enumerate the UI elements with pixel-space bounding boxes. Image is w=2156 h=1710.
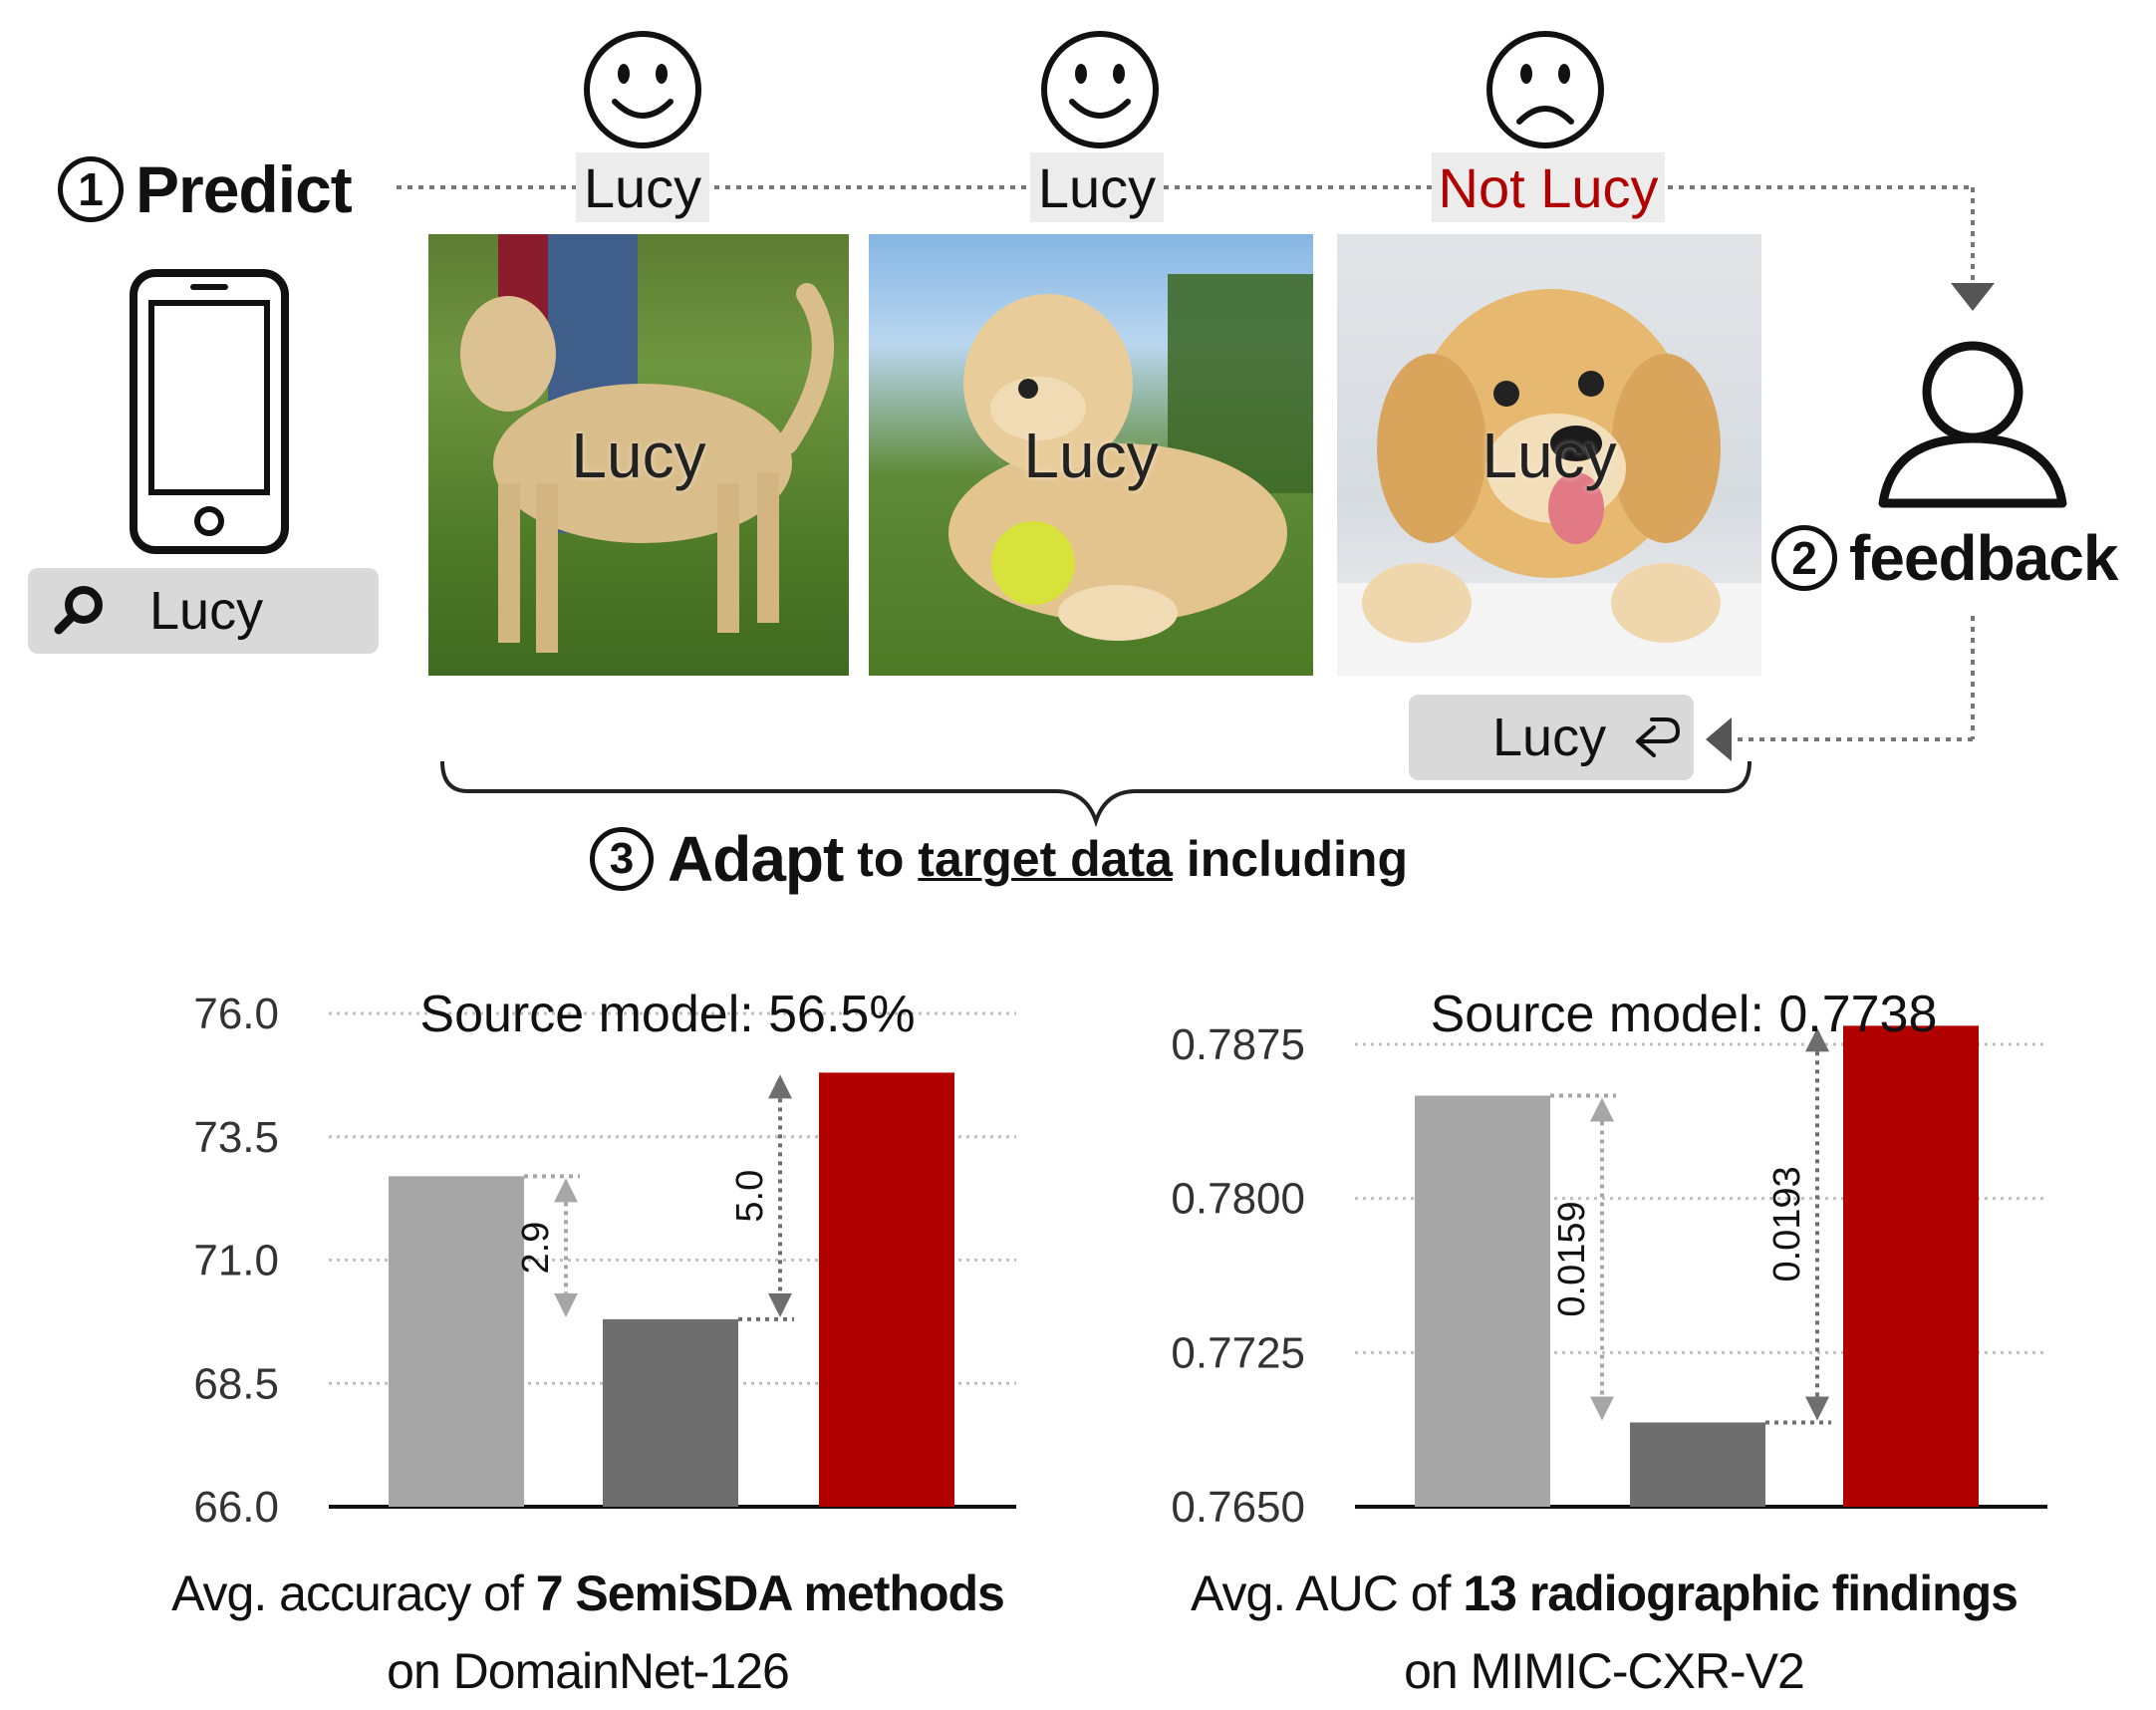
y-tick-label: 0.7875: [1171, 1020, 1305, 1069]
arrow-head: [554, 1178, 578, 1203]
corrected-label: Lucy: [1492, 708, 1607, 767]
annotation-label: 5.0: [729, 1170, 771, 1223]
prediction-tag-1: Lucy: [576, 152, 709, 222]
arrow-head: [1805, 1396, 1829, 1421]
photo-label: Lucy: [1482, 419, 1617, 491]
step-predict-label: Predict: [135, 152, 353, 226]
search-query: Lucy: [149, 581, 264, 641]
bar: [1843, 1025, 1979, 1507]
step-adapt-label: Adapt: [668, 823, 844, 895]
caption-line2: on MIMIC-CXR-V2: [1404, 1643, 1805, 1699]
user-icon: [1878, 341, 2067, 508]
annotation-label: 2.9: [515, 1222, 557, 1275]
step-number-3: 3: [590, 827, 654, 891]
caption-line2: on DomainNet-126: [387, 1643, 790, 1699]
frown-icon: [1486, 31, 1604, 148]
chart-caption-2: Avg. AUC of 13 radiographic findings on …: [1136, 1555, 2072, 1710]
step-feedback-label: feedback: [1849, 522, 2118, 594]
arrow-head: [554, 1292, 578, 1317]
smile-icon: [1041, 31, 1159, 148]
arrow-head: [1590, 1097, 1614, 1122]
chart-title: Source model: 56.5%: [419, 986, 915, 1043]
arrow-head: [768, 1292, 792, 1317]
curly-brace: [440, 760, 1752, 827]
arrow-head: [1590, 1396, 1614, 1421]
annotation-label: 0.0193: [1766, 1166, 1808, 1282]
prediction-label: Lucy: [1037, 155, 1157, 219]
y-tick-label: 73.5: [193, 1113, 279, 1162]
prediction-tag-2: Lucy: [1030, 152, 1164, 222]
prediction-label: Lucy: [583, 155, 702, 219]
bar: [603, 1318, 738, 1507]
dog-photo-3: Lucy: [1337, 234, 1761, 676]
bar: [819, 1072, 954, 1507]
y-tick-label: 0.7725: [1171, 1328, 1305, 1377]
corrected-label-input[interactable]: Lucy: [1409, 695, 1694, 780]
step-predict: 1 Predict: [58, 149, 353, 229]
step-adapt-text-link: target data: [918, 831, 1173, 887]
y-tick-label: 0.7800: [1171, 1175, 1305, 1224]
photo-label: Lucy: [571, 419, 706, 491]
prediction-tag-3: Not Lucy: [1432, 152, 1665, 222]
search-bar[interactable]: Lucy: [28, 568, 379, 654]
y-tick-label: 68.5: [193, 1359, 279, 1408]
bar: [389, 1176, 524, 1507]
caption-pre: Avg. AUC of: [1191, 1566, 1464, 1621]
y-tick-label: 76.0: [193, 990, 279, 1038]
y-tick-label: 71.0: [193, 1237, 279, 1285]
bar: [1415, 1095, 1550, 1507]
search-icon: [54, 586, 103, 635]
y-tick-label: 66.0: [193, 1483, 279, 1530]
caption-pre: Avg. accuracy of: [171, 1566, 536, 1621]
step-adapt-text-pre: to: [843, 831, 919, 887]
arrow-head: [768, 1074, 792, 1099]
accuracy-chart: 76.0 73.5 71.0 68.5 66.0 2.9 5.0 Source model: …: [193, 986, 1016, 1530]
caption-bold: 7 SemiSDA methods: [535, 1566, 1005, 1621]
bar: [1630, 1422, 1765, 1507]
y-tick-label: 0.7650: [1171, 1483, 1305, 1530]
step-number-2: 2: [1771, 525, 1837, 591]
photo-label: Lucy: [1023, 419, 1159, 491]
phone-icon: [130, 269, 289, 554]
dog-photo-1: Lucy: [428, 234, 849, 676]
chart-caption-1: Avg. accuracy of 7 SemiSDA methods on Do…: [120, 1555, 1056, 1710]
annotation-label: 0.0159: [1551, 1201, 1593, 1316]
arrow-head: [1805, 1027, 1829, 1052]
auc-chart: 0.7875 0.7800 0.7725 0.7650 0.0159 0.0193 Sour…: [1171, 986, 2047, 1530]
caption-bold: 13 radiographic findings: [1463, 1566, 2019, 1621]
step-adapt-text-post: including: [1172, 831, 1409, 887]
step-feedback: 2 feedback: [1771, 518, 2118, 598]
dog-photo-2: Lucy: [869, 234, 1313, 676]
step-adapt: 3 Adapt to target data including: [590, 819, 1408, 899]
prediction-label-wrong: Not Lucy: [1438, 155, 1659, 219]
chart-title: Source model: 0.7738: [1431, 986, 1938, 1043]
step-number-1: 1: [58, 156, 124, 222]
smile-icon: [584, 31, 701, 148]
return-icon: [1636, 717, 1681, 757]
